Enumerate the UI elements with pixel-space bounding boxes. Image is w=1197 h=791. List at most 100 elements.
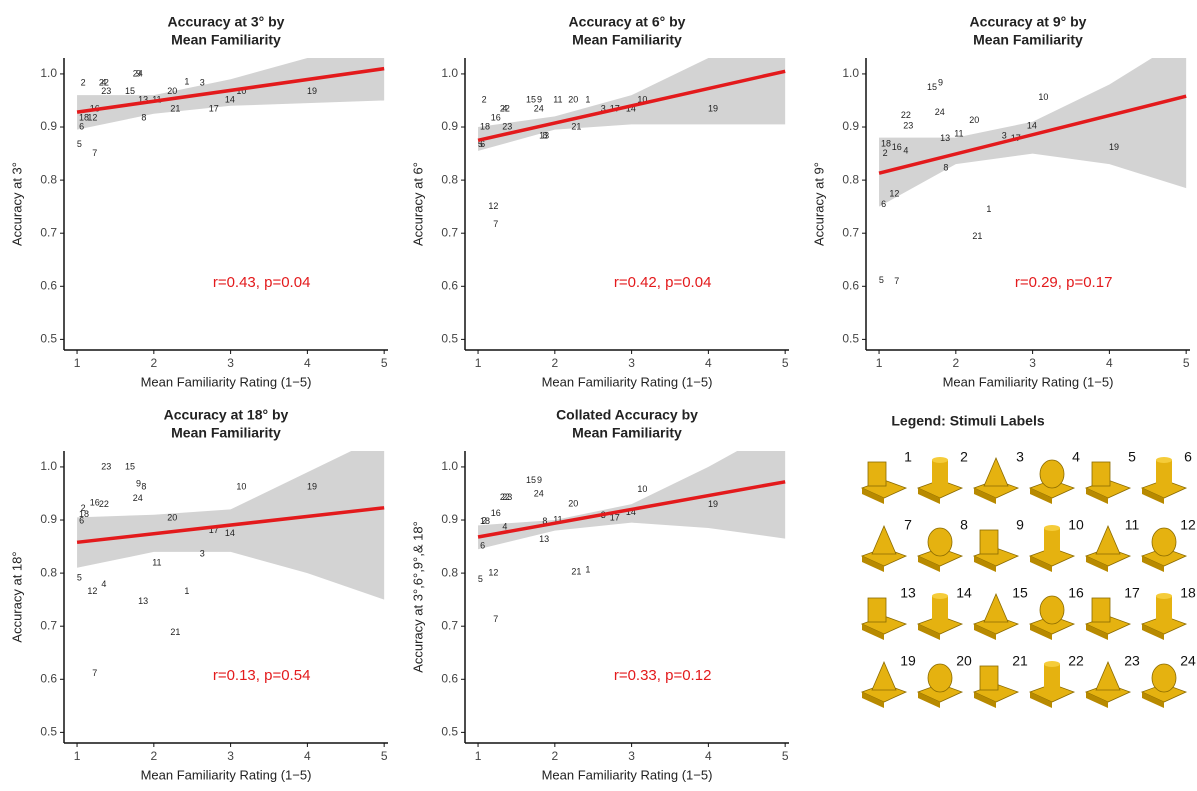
x-tick-label: 3 bbox=[1029, 356, 1036, 370]
stimulus-label: 13 bbox=[900, 585, 916, 601]
point-label: 24 bbox=[534, 488, 544, 498]
point-label: 7 bbox=[92, 668, 97, 678]
point-label: 23 bbox=[101, 461, 111, 471]
y-tick-label: 0.9 bbox=[842, 119, 859, 133]
y-tick-label: 1.0 bbox=[40, 66, 57, 80]
chart-title: Mean Familiarity bbox=[572, 32, 682, 48]
point-label: 20 bbox=[167, 512, 177, 522]
stimulus-icon bbox=[974, 594, 1018, 640]
x-tick-label: 2 bbox=[150, 749, 157, 763]
y-tick-label: 0.5 bbox=[40, 332, 57, 346]
point-label: 1 bbox=[585, 94, 590, 104]
stimulus-icon bbox=[1030, 460, 1074, 504]
stimulus-label: 11 bbox=[1125, 517, 1140, 533]
x-tick-label: 1 bbox=[475, 356, 482, 370]
stimulus-label: 5 bbox=[1128, 449, 1136, 465]
shape-cyl-top bbox=[932, 593, 948, 599]
point-label: 19 bbox=[307, 481, 317, 491]
point-label: 13 bbox=[539, 130, 549, 140]
point-label: 12 bbox=[488, 567, 498, 577]
point-label: 18 bbox=[79, 112, 89, 122]
point-label: 9 bbox=[136, 478, 141, 488]
x-tick-label: 3 bbox=[227, 356, 234, 370]
stimulus-label: 23 bbox=[1124, 653, 1140, 669]
stimulus-label: 19 bbox=[900, 653, 916, 669]
y-tick-label: 0.8 bbox=[40, 565, 57, 579]
stimulus-icon bbox=[1086, 526, 1130, 572]
y-tick-label: 1.0 bbox=[40, 459, 57, 473]
stimulus-icon bbox=[918, 528, 962, 572]
point-label: 6 bbox=[79, 121, 84, 131]
shape-dome bbox=[1040, 596, 1064, 624]
plot-area: 123456789101112131415161718192021222324 bbox=[478, 424, 785, 624]
y-axis-label: Accuracy at 3° bbox=[9, 162, 24, 246]
point-label: 14 bbox=[225, 528, 235, 538]
point-label: 20 bbox=[568, 94, 578, 104]
point-label: 22 bbox=[99, 499, 109, 509]
point-label: 19 bbox=[307, 86, 317, 96]
shape-block bbox=[1092, 462, 1110, 486]
point-label: 2 bbox=[883, 148, 888, 158]
point-label: 3 bbox=[200, 77, 205, 87]
chart-title: Mean Familiarity bbox=[171, 32, 281, 48]
point-label: 21 bbox=[571, 566, 581, 576]
x-axis-label: Mean Familiarity Rating (1−5) bbox=[141, 767, 312, 782]
point-label: 3 bbox=[1002, 130, 1007, 140]
shape-block bbox=[1092, 598, 1110, 622]
stimulus-icon bbox=[1086, 462, 1130, 504]
x-axis-label: Mean Familiarity Rating (1−5) bbox=[943, 374, 1114, 389]
x-tick-label: 5 bbox=[1183, 356, 1190, 370]
annotation: r=0.13, p=0.54 bbox=[213, 667, 311, 684]
x-tick-label: 2 bbox=[952, 356, 959, 370]
x-tick-label: 3 bbox=[628, 356, 635, 370]
y-tick-label: 0.8 bbox=[441, 565, 458, 579]
point-label: 18 bbox=[79, 509, 89, 519]
point-label: 2 bbox=[482, 94, 487, 104]
x-tick-label: 1 bbox=[876, 356, 883, 370]
point-label: 1 bbox=[585, 564, 590, 574]
y-axis-label: Accuracy at 3°,6°,9°,& 18° bbox=[410, 521, 425, 673]
figure: Legend: Stimuli Labels Accuracy at 3° by… bbox=[0, 0, 1197, 791]
point-label: 22 bbox=[500, 103, 510, 113]
shape-block bbox=[868, 598, 886, 622]
y-tick-label: 0.7 bbox=[40, 225, 57, 239]
point-label: 8 bbox=[141, 481, 146, 491]
stimulus-icon bbox=[974, 458, 1018, 504]
y-tick-label: 0.8 bbox=[40, 172, 57, 186]
point-label: 6 bbox=[480, 540, 485, 550]
point-label: 21 bbox=[571, 121, 581, 131]
point-label: 1 bbox=[184, 76, 189, 86]
x-tick-label: 1 bbox=[475, 749, 482, 763]
point-label: 1 bbox=[184, 586, 189, 596]
plot-area: 123456789101112131415161718192021222324 bbox=[77, 435, 384, 678]
y-axis-label: Accuracy at 18° bbox=[9, 551, 24, 642]
point-label: 5 bbox=[478, 574, 483, 584]
stimulus-label: 6 bbox=[1184, 449, 1192, 465]
x-tick-label: 4 bbox=[705, 356, 712, 370]
plot-area: 123456789101112131415161718192021222324 bbox=[478, 21, 785, 229]
annotation: r=0.29, p=0.17 bbox=[1015, 274, 1113, 291]
point-label: 15 bbox=[125, 86, 135, 96]
point-label: 10 bbox=[236, 481, 246, 491]
point-label: 7 bbox=[493, 219, 498, 229]
confidence-band bbox=[77, 435, 384, 600]
y-tick-label: 0.9 bbox=[441, 119, 458, 133]
x-tick-label: 3 bbox=[628, 749, 635, 763]
y-tick-label: 0.9 bbox=[40, 119, 57, 133]
chart-title: Accuracy at 9° by bbox=[970, 14, 1087, 30]
y-tick-label: 0.8 bbox=[842, 172, 859, 186]
point-label: 7 bbox=[493, 614, 498, 624]
shape-cyl bbox=[1156, 596, 1172, 622]
point-label: 24 bbox=[935, 107, 945, 117]
point-label: 20 bbox=[568, 498, 578, 508]
point-label: 11 bbox=[553, 94, 562, 104]
point-label: 5 bbox=[879, 275, 884, 285]
y-tick-label: 0.8 bbox=[441, 172, 458, 186]
stimulus-icon bbox=[974, 666, 1018, 708]
y-tick-label: 0.5 bbox=[441, 332, 458, 346]
x-tick-label: 4 bbox=[304, 356, 311, 370]
point-label: 16 bbox=[491, 112, 501, 122]
stimulus-label: 7 bbox=[904, 517, 912, 533]
point-label: 19 bbox=[1109, 142, 1119, 152]
